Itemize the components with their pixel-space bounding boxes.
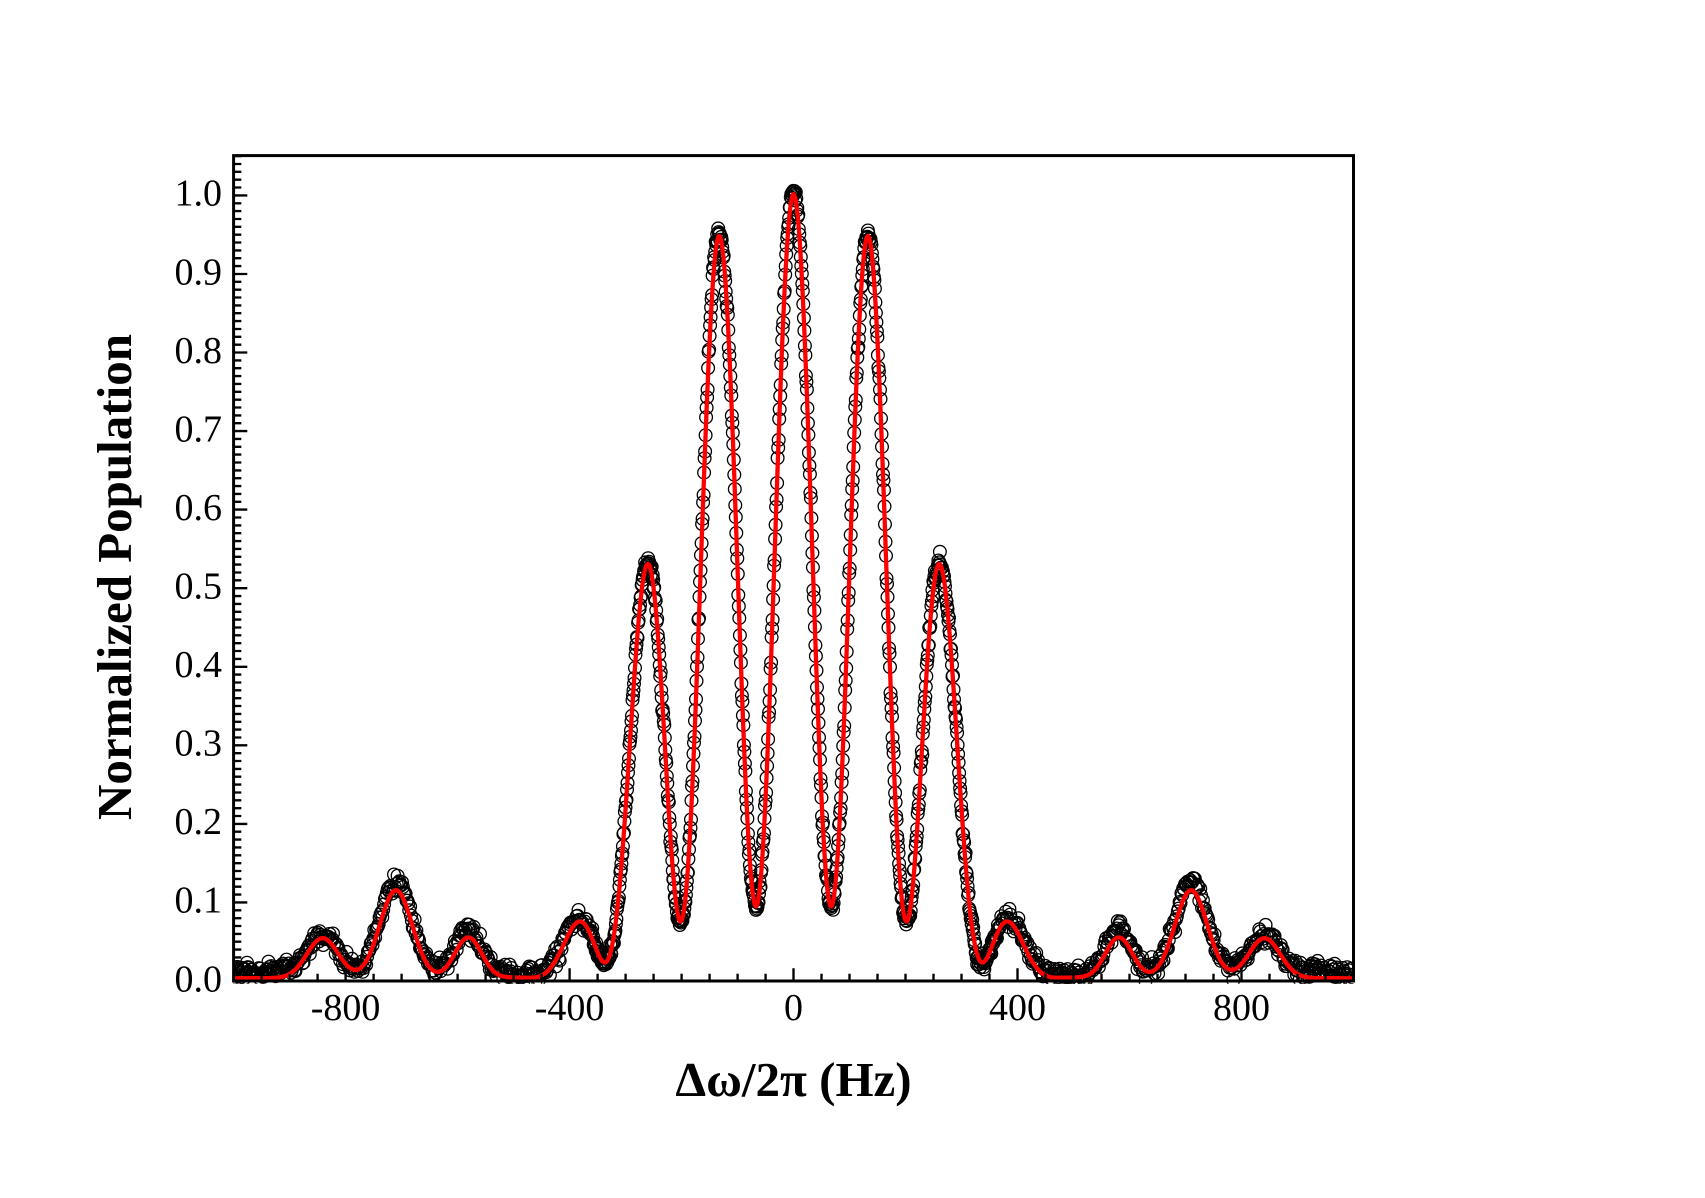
svg-text:0.5: 0.5	[175, 566, 223, 608]
svg-text:800: 800	[1213, 987, 1270, 1029]
svg-text:0.8: 0.8	[175, 330, 223, 372]
svg-text:0.9: 0.9	[175, 251, 223, 293]
svg-text:-400: -400	[535, 987, 605, 1029]
svg-text:Δω/2π (Hz): Δω/2π (Hz)	[675, 1052, 911, 1107]
svg-text:0.3: 0.3	[175, 723, 223, 765]
svg-text:0.4: 0.4	[175, 644, 223, 686]
svg-text:Normalized Population: Normalized Population	[87, 334, 142, 820]
svg-text:400: 400	[989, 987, 1046, 1029]
svg-text:1.0: 1.0	[175, 173, 223, 215]
svg-text:0.0: 0.0	[175, 958, 223, 1000]
svg-text:0.7: 0.7	[175, 408, 223, 450]
svg-text:-800: -800	[311, 987, 381, 1029]
svg-text:0.2: 0.2	[175, 801, 223, 843]
svg-text:0: 0	[784, 987, 803, 1029]
svg-text:0.6: 0.6	[175, 487, 223, 529]
svg-text:0.1: 0.1	[175, 880, 223, 922]
